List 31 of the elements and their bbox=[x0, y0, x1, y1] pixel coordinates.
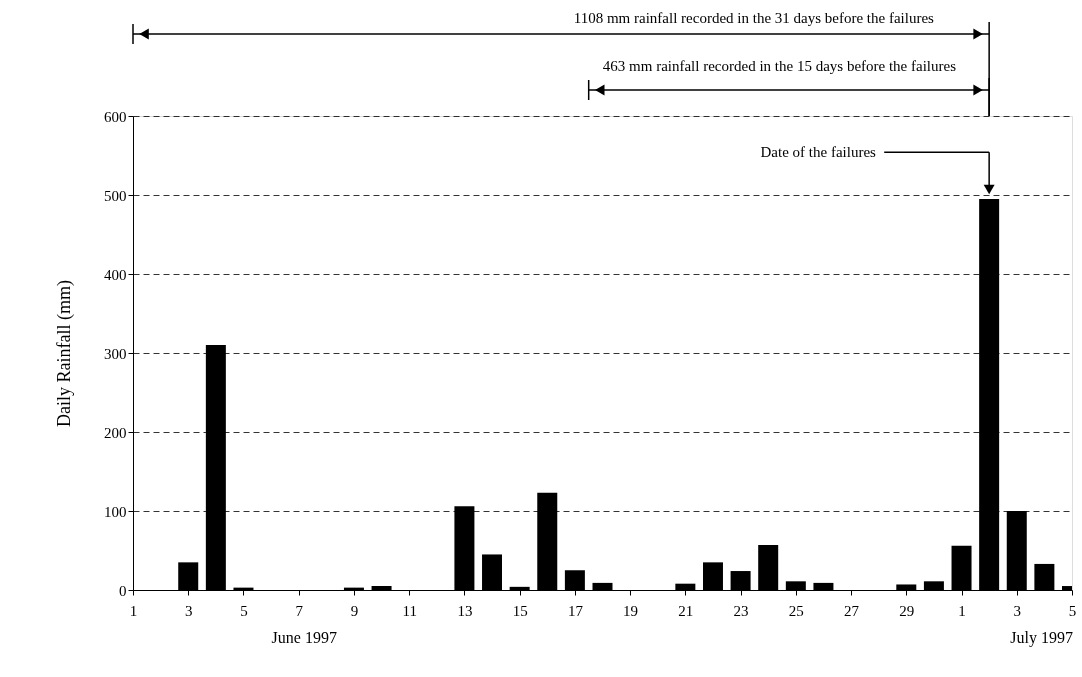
y-tick-label: 600 bbox=[104, 108, 127, 125]
x-tick-label: 1 bbox=[129, 602, 138, 619]
x-tick-label: 15 bbox=[512, 602, 528, 619]
y-tick-label: 100 bbox=[104, 503, 127, 520]
y-tick-label: 500 bbox=[104, 187, 127, 204]
x-tick-label: 23 bbox=[733, 602, 749, 619]
x-tick-label: 13 bbox=[457, 602, 473, 619]
text: June 1997 bbox=[271, 629, 337, 646]
x-tick-label: 25 bbox=[788, 602, 804, 619]
x-tick-label: 1 bbox=[958, 602, 966, 619]
x-tick-label: 3 bbox=[1013, 602, 1022, 619]
x-tick-label: 11 bbox=[402, 602, 417, 619]
x-tick-label: 27 bbox=[844, 602, 860, 619]
text: 463 mm rainfall recorded in the 15 days before the failures bbox=[602, 58, 957, 74]
x-tick-label: 5 bbox=[240, 602, 248, 619]
x-tick-label: 5 bbox=[1068, 602, 1077, 619]
x-tick-label: 3 bbox=[184, 602, 193, 619]
x-tick-label: 17 bbox=[567, 602, 584, 619]
text: 1108 mm rainfall recorded in the 31 days before the failures bbox=[573, 10, 935, 26]
x-tick-label: 7 bbox=[295, 602, 304, 619]
y-tick-label: 200 bbox=[104, 424, 127, 441]
y-tick-label: 300 bbox=[104, 345, 127, 362]
x-tick-label: 9 bbox=[350, 602, 359, 619]
annotation: Date of the failures bbox=[760, 144, 877, 161]
y-axis-title: Daily Rainfall (mm) bbox=[54, 280, 75, 427]
y-tick-label: 0 bbox=[119, 582, 127, 599]
x-tick-label: 29 bbox=[899, 602, 915, 619]
text: July 1997 bbox=[1010, 629, 1073, 647]
y-tick-label: 400 bbox=[104, 266, 127, 283]
x-tick-label: 21 bbox=[678, 602, 694, 619]
x-tick-label: 19 bbox=[623, 602, 639, 619]
